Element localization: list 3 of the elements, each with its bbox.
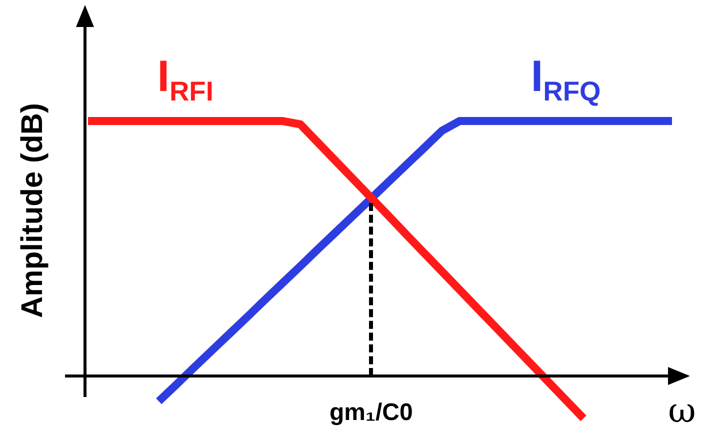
annotation: gm₁/C0 <box>330 399 413 426</box>
x-axis-title: ω <box>668 391 696 432</box>
y-axis-title: Amplitude (dB) <box>16 103 49 318</box>
